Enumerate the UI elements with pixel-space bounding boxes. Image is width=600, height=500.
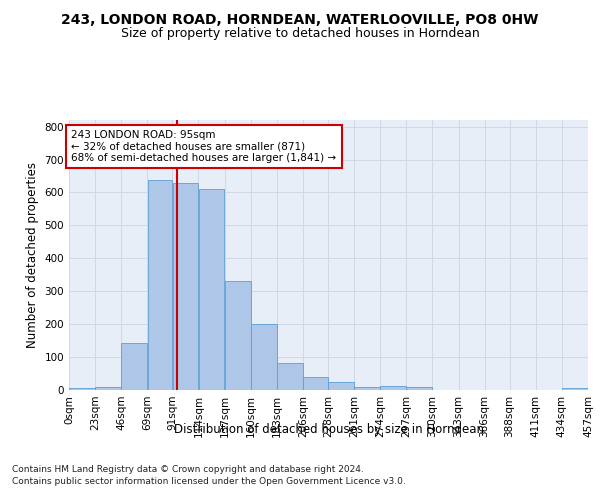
Bar (251, 324, 277, 390)
Text: Size of property relative to detached houses in Horndean: Size of property relative to detached ho… (121, 28, 479, 40)
Bar (148, 180, 172, 390)
Text: Contains HM Land Registry data © Crown copyright and database right 2024.: Contains HM Land Registry data © Crown c… (12, 465, 364, 474)
Bar (199, 190, 224, 390)
Y-axis label: Number of detached properties: Number of detached properties (26, 162, 39, 348)
Text: Distribution of detached houses by size in Horndean: Distribution of detached houses by size … (174, 422, 484, 436)
Text: Contains public sector information licensed under the Open Government Licence v3: Contains public sector information licen… (12, 478, 406, 486)
Bar (69, 388, 95, 390)
Text: 243 LONDON ROAD: 95sqm
← 32% of detached houses are smaller (871)
68% of semi-de: 243 LONDON ROAD: 95sqm ← 32% of detached… (71, 130, 337, 163)
Bar (173, 182, 198, 390)
Text: 243, LONDON ROAD, HORNDEAN, WATERLOOVILLE, PO8 0HW: 243, LONDON ROAD, HORNDEAN, WATERLOOVILL… (61, 12, 539, 26)
Bar (354, 386, 380, 390)
Bar (562, 388, 588, 390)
Bar (328, 382, 354, 390)
Bar (303, 377, 328, 390)
Bar (277, 362, 303, 390)
Bar (121, 343, 147, 390)
Bar (95, 388, 121, 390)
Bar (406, 388, 432, 390)
Bar (380, 386, 406, 390)
Bar (225, 282, 251, 390)
